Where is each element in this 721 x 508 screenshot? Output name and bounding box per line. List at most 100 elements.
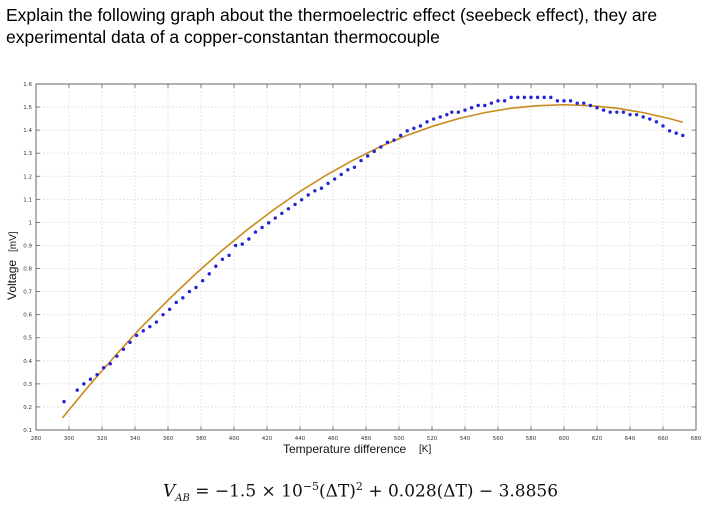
y-tick-label: 0.3 [23, 382, 32, 388]
y-tick-label: 0.1 [23, 428, 32, 434]
formula-term1: (ΔT) [319, 481, 356, 502]
data-point [326, 181, 330, 186]
data-point [621, 110, 626, 114]
y-tick-label: 0.7 [23, 290, 32, 296]
x-tick-label: 520 [427, 436, 438, 442]
x-tick-label: 440 [295, 436, 306, 442]
data-point [339, 172, 343, 177]
x-tick-label: 480 [361, 436, 372, 442]
data-point [418, 124, 423, 128]
data-point [134, 333, 139, 338]
x-axis-unit: [K] [419, 444, 431, 455]
data-point [385, 140, 390, 145]
data-point [233, 243, 238, 248]
x-tick-label: 280 [31, 436, 42, 442]
data-point [247, 237, 251, 241]
data-point [535, 95, 540, 100]
data-point [509, 95, 513, 100]
data-point [661, 124, 665, 128]
data-point [522, 95, 527, 100]
data-point [502, 99, 507, 103]
data-point [286, 207, 291, 211]
x-tick-label: 580 [526, 436, 537, 442]
data-point [379, 145, 383, 149]
grid [35, 83, 697, 431]
data-point [108, 362, 112, 366]
data-point [253, 230, 258, 234]
data-point [214, 264, 218, 268]
data-point [476, 103, 480, 108]
data-point [438, 115, 442, 119]
data-point [489, 101, 494, 105]
data-point [359, 158, 363, 163]
data-point [174, 300, 178, 305]
data-point [641, 115, 645, 119]
y-axis-unit: [mV] [8, 231, 19, 252]
data-point [628, 112, 632, 117]
data-point [469, 106, 474, 110]
data-point [582, 101, 586, 105]
y-tick-label: 1.4 [23, 128, 32, 134]
x-tick-label: 360 [163, 436, 174, 442]
data-point [280, 211, 284, 216]
data-point [194, 285, 198, 290]
formula-lhs-sub: AB [175, 493, 190, 505]
data-point [667, 129, 672, 133]
data-point [101, 366, 106, 370]
data-point [372, 149, 376, 154]
data-point [398, 133, 403, 138]
data-point [562, 99, 566, 103]
data-points [62, 95, 685, 404]
x-tick-label: 500 [394, 436, 405, 442]
data-point [346, 168, 350, 172]
data-point [260, 225, 264, 230]
data-point [392, 138, 396, 142]
data-point [648, 117, 652, 121]
data-point [450, 110, 454, 114]
data-point [293, 202, 297, 207]
data-point [141, 329, 145, 333]
x-tick-label: 320 [97, 436, 108, 442]
y-axis-label: Voltage [5, 260, 19, 300]
data-point [405, 129, 409, 133]
data-point [220, 257, 225, 262]
y-tick-label: 1.1 [23, 197, 32, 203]
data-point [115, 354, 119, 358]
data-point [332, 177, 337, 181]
data-point [266, 221, 271, 225]
data-point [445, 112, 449, 117]
y-tick-label: 1 [29, 220, 33, 226]
y-tick-label: 1.6 [23, 82, 32, 88]
data-point [431, 117, 436, 121]
x-tick-label: 400 [229, 436, 240, 442]
data-point [654, 120, 659, 124]
y-tick-label: 1.2 [23, 174, 32, 180]
data-point [681, 133, 685, 138]
data-point [674, 131, 678, 135]
data-point [549, 95, 553, 100]
data-point [148, 324, 152, 329]
formula-exp2: 2 [355, 480, 363, 493]
data-point [542, 95, 546, 100]
formula-lhs: V [162, 481, 176, 502]
data-point [62, 399, 66, 404]
x-tick-label: 640 [625, 436, 636, 442]
data-point [128, 340, 132, 345]
data-point [608, 110, 612, 114]
fit-formula: VAB = −1.5 × 10−5(ΔT)2 + 0.028(ΔT) − 3.8… [0, 480, 721, 504]
question-text: Explain the following graph about the th… [6, 5, 658, 47]
data-point [483, 103, 487, 108]
data-point [456, 110, 461, 114]
data-point [313, 189, 317, 193]
x-axis-label: Temperature difference [283, 442, 407, 456]
data-point [273, 216, 277, 220]
data-point [161, 312, 165, 317]
y-tick-label: 0.8 [23, 267, 32, 273]
data-point [463, 108, 467, 112]
data-point [306, 193, 310, 197]
y-tick-label: 0.2 [23, 405, 32, 411]
data-point [154, 320, 159, 324]
data-point [299, 198, 304, 202]
data-point [529, 95, 533, 100]
